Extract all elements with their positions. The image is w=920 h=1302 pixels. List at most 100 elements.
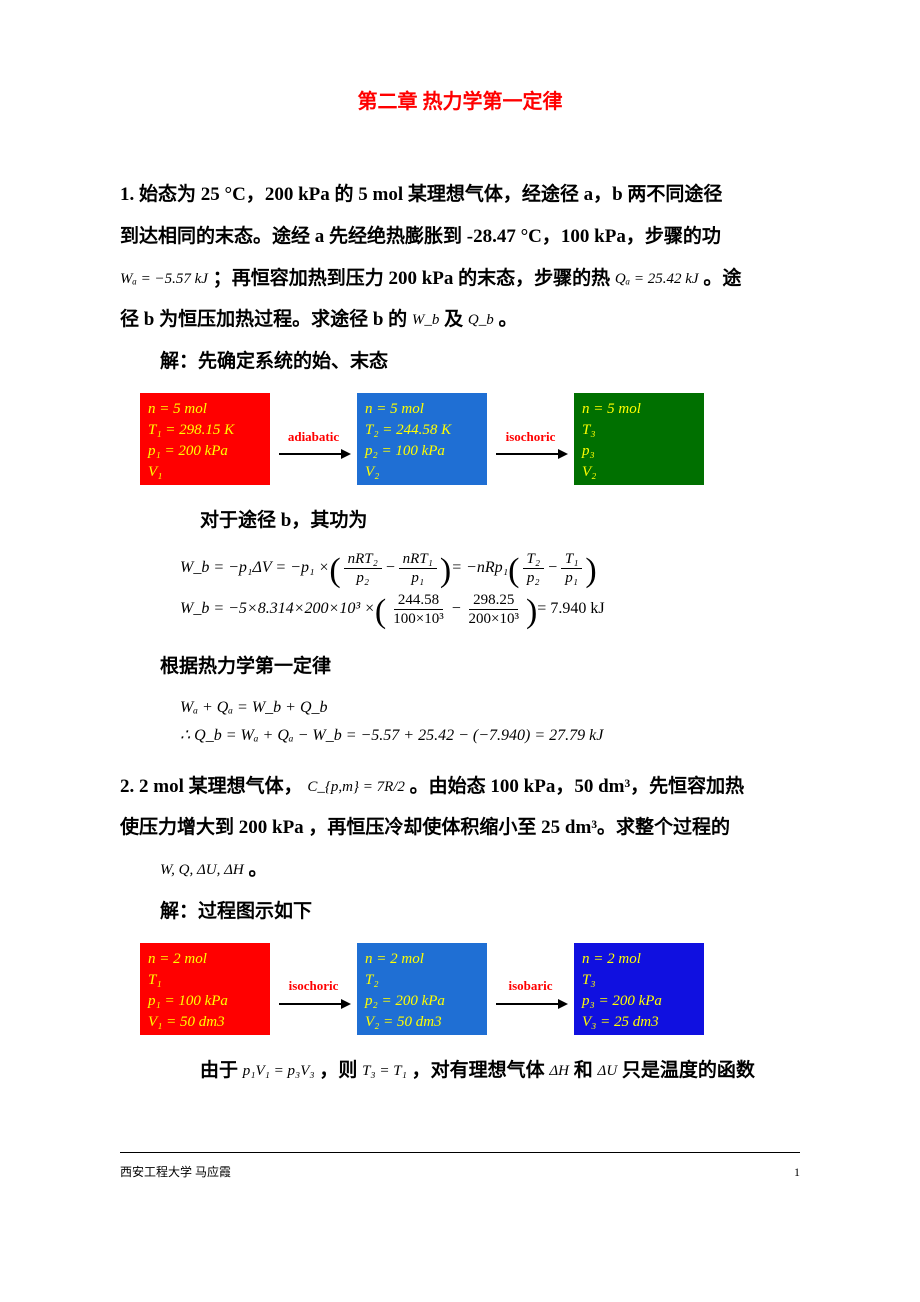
g2n: 298.25 xyxy=(469,591,518,610)
eq2-l2: ∴ Q_b = Wₐ + Qₐ − W_b = −5.57 + 25.42 − … xyxy=(180,724,603,748)
d2s2-V: V₂ = 50 dm3 xyxy=(365,1012,479,1033)
s1-V: V₁ xyxy=(148,462,262,483)
d2s1-p: p₁ = 100 kPa xyxy=(148,991,262,1012)
f3d: p₂ xyxy=(523,569,544,587)
g1d: 100×10³ xyxy=(389,610,447,628)
f2n: nRT₁ xyxy=(399,550,437,569)
footer-left: 西安工程大学 马应霞 xyxy=(120,1159,231,1185)
qa-inline: Qₐ = 25.42 kJ xyxy=(615,271,699,287)
p2-l2: 使压力增大到 200 kPa ，再恒压冷却使体积缩小至 25 dm³。求整个过程… xyxy=(120,817,730,838)
state-2b: n = 2 mol T₂ p₂ = 200 kPa V₂ = 50 dm3 xyxy=(357,943,487,1035)
diagram-1: n = 5 mol T₁ = 298.15 K p₁ = 200 kPa V₁ … xyxy=(140,393,800,485)
arrow-icon xyxy=(496,453,566,455)
state-1: n = 5 mol T₁ = 298.15 K p₁ = 200 kPa V₁ xyxy=(140,393,270,485)
s2-p: p₂ = 100 kPa xyxy=(365,441,479,462)
tail-dU: ΔU xyxy=(598,1063,618,1079)
p1-l3c: 。 xyxy=(499,309,518,330)
cpm: C_{p,m} = 7R/2 xyxy=(307,779,405,795)
d2s1-n: n = 2 mol xyxy=(148,949,262,970)
arrow-icon xyxy=(279,453,349,455)
s2-n: n = 5 mol xyxy=(365,399,479,420)
s2-V: V₂ xyxy=(365,462,479,483)
wa-inline: Wₐ = −5.57 kJ xyxy=(120,271,208,287)
arrow-4-label: isobaric xyxy=(508,972,552,1001)
p1-l2c: 。途 xyxy=(703,268,741,289)
d2s2-n: n = 2 mol xyxy=(365,949,479,970)
s3-p: p₃ xyxy=(582,441,696,462)
arrow-2-label: isochoric xyxy=(506,423,556,452)
page-footer: 西安工程大学 马应霞 1 xyxy=(120,1152,800,1185)
tail-c: ，对有理想气体 xyxy=(412,1060,545,1081)
solution-2-intro: 解：过程图示如下 xyxy=(120,891,800,933)
minus: − xyxy=(385,556,396,580)
diagram-2: n = 2 mol T₁ p₁ = 100 kPa V₁ = 50 dm3 is… xyxy=(140,943,800,1035)
tail-e: 只是温度的函数 xyxy=(622,1060,755,1081)
s1-T: T₁ = 298.15 K xyxy=(148,420,262,441)
state-3b: n = 2 mol T₃ p₃ = 200 kPa V₃ = 25 dm3 xyxy=(574,943,704,1035)
d2s2-T: T₂ xyxy=(365,970,479,991)
s3-V: V₂ xyxy=(582,462,696,483)
f3n: T₂ xyxy=(523,550,545,569)
qb-sym: Q_b xyxy=(468,312,494,328)
f1d: p₂ xyxy=(352,569,373,587)
page-title: 第二章 热力学第一定律 xyxy=(120,80,800,124)
s2-T: T₂ = 244.58 K xyxy=(365,420,479,441)
minus3: − xyxy=(451,597,462,621)
s3-n: n = 5 mol xyxy=(582,399,696,420)
arrow-icon xyxy=(279,1003,349,1005)
f4d: p₁ xyxy=(561,569,582,587)
d2s3-T: T₃ xyxy=(582,970,696,991)
equation-1: W_b = −p₁ΔV = −p₁ × ( nRT₂p₂ − nRT₁p₁ ) … xyxy=(180,550,800,628)
f2d: p₁ xyxy=(407,569,428,587)
problem-1: 1. 始态为 25 °C，200 kPa 的 5 mol 某理想气体，经途径 a… xyxy=(120,174,800,341)
tail-cond1: p₁V₁ = p₃V₃ xyxy=(243,1063,315,1079)
arrow-1-label: adiabatic xyxy=(288,423,339,452)
state-3: n = 5 mol T₃ p₃ V₂ xyxy=(574,393,704,485)
p1-l3a: 径 b 为恒压加热过程。求途径 b 的 xyxy=(120,309,407,330)
arrow-3: isochoric xyxy=(276,972,351,1005)
state-2: n = 5 mol T₂ = 244.58 K p₂ = 100 kPa V₂ xyxy=(357,393,487,485)
s3-T: T₃ xyxy=(582,420,696,441)
footer-page: 1 xyxy=(794,1159,800,1185)
tail-dH: ΔH xyxy=(549,1063,569,1079)
eq1-lhs: W_b = −p₁ΔV = −p₁ × xyxy=(180,556,329,580)
d2s2-p: p₂ = 200 kPa xyxy=(365,991,479,1012)
p2-l3: 。 xyxy=(248,859,267,880)
arrow-icon xyxy=(496,1003,566,1005)
wb-sym: W_b xyxy=(412,312,440,328)
minus2: − xyxy=(547,556,558,580)
s1-p: p₁ = 200 kPa xyxy=(148,441,262,462)
s1-n: n = 5 mol xyxy=(148,399,262,420)
equation-2: Wₐ + Qₐ = W_b + Q_b ∴ Q_b = Wₐ + Qₐ − W_… xyxy=(180,696,800,748)
p1-l2a: 到达相同的末态。途经 a 先经绝热膨胀到 -28.47 °C，100 kPa，步… xyxy=(120,226,721,247)
eq1-mid: = −nRp₁ xyxy=(451,556,508,580)
eq2-l1: Wₐ + Qₐ = W_b + Q_b xyxy=(180,696,328,720)
d2s3-V: V₃ = 25 dm3 xyxy=(582,1012,696,1033)
p1-l2b: ；再恒容加热到压力 200 kPa 的末态，步骤的热 xyxy=(213,268,610,289)
tail-b: ，则 xyxy=(319,1060,357,1081)
problem-2: 2. 2 mol 某理想气体， C_{p,m} = 7R/2 。由始态 100 … xyxy=(120,766,800,891)
tail-a: 由于 xyxy=(200,1060,238,1081)
arrow-2: isochoric xyxy=(493,423,568,456)
d2s1-T: T₁ xyxy=(148,970,262,991)
first-law-text: 根据热力学第一定律 xyxy=(120,646,800,688)
tail-d: 和 xyxy=(574,1060,593,1081)
g2d: 200×10³ xyxy=(465,610,523,628)
p1-l1: 1. 始态为 25 °C，200 kPa 的 5 mol 某理想气体，经途径 a… xyxy=(120,184,722,205)
p1-l3b: 及 xyxy=(444,309,463,330)
d2s3-p: p₃ = 200 kPa xyxy=(582,991,696,1012)
tail-cond2: T₃ = T₁ xyxy=(362,1063,407,1079)
p2-l1a: 2. 2 mol 某理想气体， xyxy=(120,776,303,797)
f1n: nRT₂ xyxy=(344,550,382,569)
p2-l1b: 。由始态 100 kPa，50 dm³，先恒容加热 xyxy=(410,776,745,797)
arrow-4: isobaric xyxy=(493,972,568,1005)
arrow-3-label: isochoric xyxy=(289,972,339,1001)
d2s3-n: n = 2 mol xyxy=(582,949,696,970)
solution-1-intro: 解：先确定系统的始、末态 xyxy=(120,341,800,383)
state-1b: n = 2 mol T₁ p₁ = 100 kPa V₁ = 50 dm3 xyxy=(140,943,270,1035)
arrow-1: adiabatic xyxy=(276,423,351,456)
g1n: 244.58 xyxy=(394,591,443,610)
p2-vars: W, Q, ΔU, ΔH xyxy=(160,862,244,878)
eq1-l2-lhs: W_b = −5×8.314×200×10³ × xyxy=(180,597,375,621)
f4n: T₁ xyxy=(561,550,583,569)
